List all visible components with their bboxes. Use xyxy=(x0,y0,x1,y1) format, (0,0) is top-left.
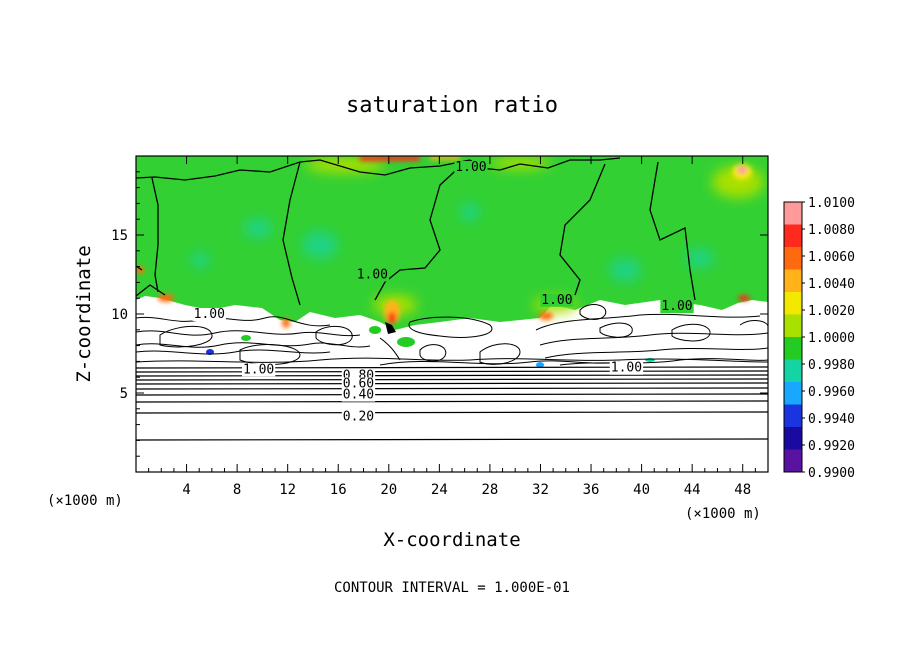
x-tick-label: 36 xyxy=(583,482,600,498)
x-tick-label: 32 xyxy=(532,482,549,498)
x-tick-label: 20 xyxy=(380,482,397,498)
x-unit-right: (×1000 m) xyxy=(685,506,761,522)
colorbar-swatch xyxy=(784,202,802,225)
x-tick-label: 48 xyxy=(734,482,751,498)
contour-label-bg xyxy=(454,161,488,175)
colorbar-swatch xyxy=(784,292,802,315)
contour-label-bg xyxy=(341,388,376,402)
cyan-patches xyxy=(190,203,714,282)
contour-label: 1.00 xyxy=(541,293,572,308)
contour-label: 0.60 xyxy=(343,377,374,392)
colorbar-label: 1.0000 xyxy=(808,331,855,346)
colorbar-label: 0.9980 xyxy=(808,358,855,373)
colorbar-swatch xyxy=(784,224,802,248)
y-tick-label: 10 xyxy=(111,307,128,323)
colorbar-swatch xyxy=(784,382,802,405)
x-tick-label: 16 xyxy=(330,482,347,498)
colorbar-swatch xyxy=(784,337,802,360)
colorbar-swatch xyxy=(784,314,802,338)
colorbar-label: 1.0060 xyxy=(808,250,855,265)
contour-label-bg xyxy=(241,363,276,377)
contour-label: 1.00 xyxy=(243,362,274,377)
contour-label: 1.00 xyxy=(194,307,225,322)
colorbar-swatch xyxy=(784,427,802,450)
hot-spots xyxy=(136,156,752,328)
x-tick-label: 28 xyxy=(481,482,498,498)
contour-label-bg xyxy=(540,293,574,307)
colorbar-label: 1.0040 xyxy=(808,277,855,292)
x-axis: 4 8 12 16 20 24 28 32 36 40 44 48 xyxy=(148,156,756,498)
colorbar-swatch xyxy=(784,404,802,428)
contour-label: 0.40 xyxy=(343,388,374,403)
contour-lines-lower xyxy=(136,366,768,441)
colorbar-label: 1.0100 xyxy=(808,196,855,211)
colorbar-label: 1.0020 xyxy=(808,304,855,319)
blue-specks xyxy=(206,326,655,368)
colorbar-swatch xyxy=(784,269,802,293)
y-axis-label: Z-coordinate xyxy=(73,245,95,382)
x-tick-label: 40 xyxy=(633,482,650,498)
x-tick-label: 4 xyxy=(182,482,190,498)
colorbar-label: 0.9960 xyxy=(808,385,855,400)
colorbar-swatch xyxy=(784,247,802,270)
colorbar-swatch xyxy=(784,359,802,383)
contour-label: 1.00 xyxy=(455,160,486,175)
colorbar-label: 0.9900 xyxy=(808,466,855,481)
colorbar-label: 0.9920 xyxy=(808,439,855,454)
contour-label: 1.00 xyxy=(611,361,642,376)
dense-contour-knot xyxy=(385,322,396,334)
contour-label: 0.20 xyxy=(343,410,374,425)
y-axis: 5 10 15 xyxy=(111,171,768,457)
contour-label-bg xyxy=(341,377,376,391)
x-tick-label: 12 xyxy=(279,482,296,498)
contour-label: 1.00 xyxy=(357,268,388,283)
colorbar: 1.0100 1.0080 1.0060 1.0040 1.0020 1.0000 0.99… xyxy=(783,196,855,481)
contour-label-bg xyxy=(660,300,694,314)
x-axis-label: X-coordinate xyxy=(383,529,520,551)
contour-lines-cloud xyxy=(136,304,768,366)
colorbar-swatch xyxy=(784,449,802,473)
plot-field xyxy=(136,156,768,472)
chart-title: saturation ratio xyxy=(346,93,558,118)
x-tick-label: 8 xyxy=(233,482,241,498)
contour-label-bg xyxy=(355,268,390,282)
y-tick-label: 5 xyxy=(120,386,128,402)
contour-label-bg xyxy=(341,410,376,424)
contour-label-bg xyxy=(609,361,644,375)
x-unit-left: (×1000 m) xyxy=(47,493,123,509)
contour-label-bg xyxy=(192,308,226,321)
colorbar-label: 1.0080 xyxy=(808,223,855,238)
colorbar-label: 0.9940 xyxy=(808,412,855,427)
x-tick-label: 24 xyxy=(431,482,448,498)
contour-labels: 1.001.001.00 1.001.001.00 1.000.800.600.40… xyxy=(192,160,694,425)
x-tick-label: 44 xyxy=(684,482,701,498)
contour-label: 1.00 xyxy=(661,299,692,314)
y-tick-label: 15 xyxy=(111,228,128,244)
contour-interval-note: CONTOUR INTERVAL = 1.000E-01 xyxy=(334,580,570,596)
